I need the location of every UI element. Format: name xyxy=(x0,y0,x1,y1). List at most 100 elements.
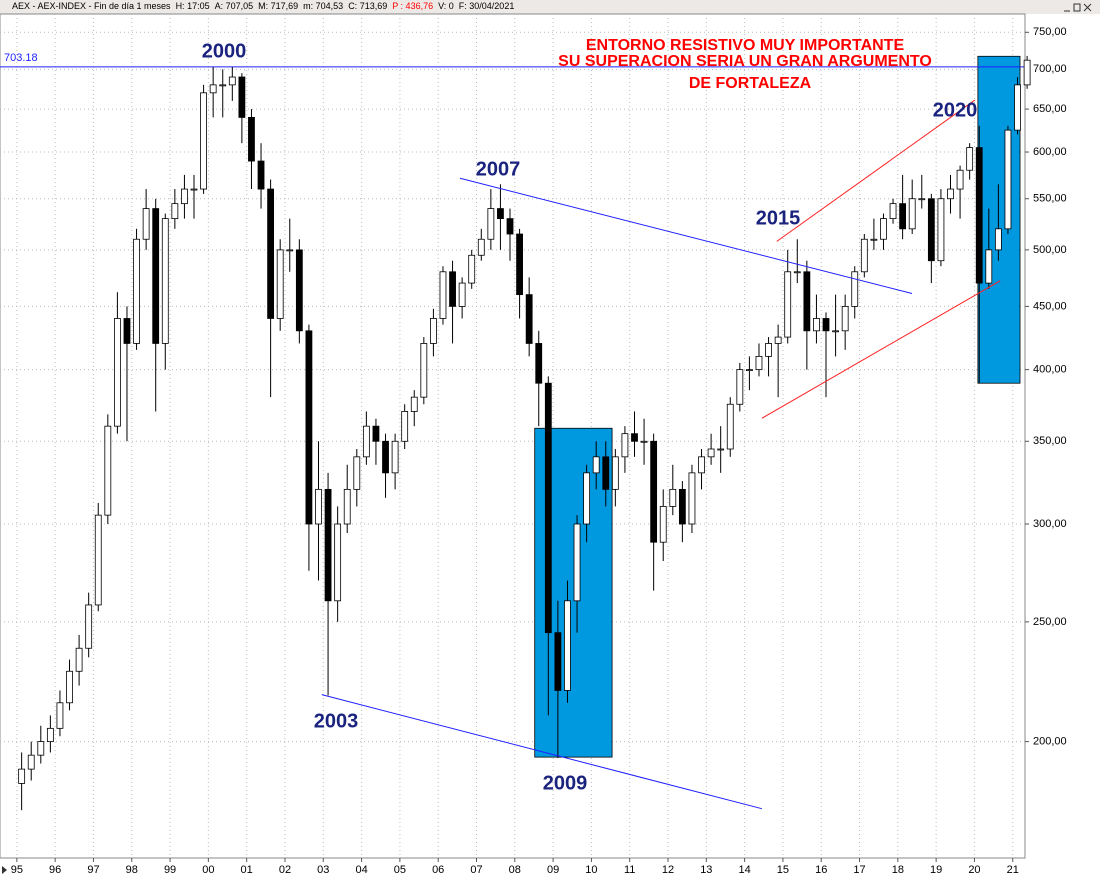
candle-body xyxy=(851,271,859,307)
candle-body xyxy=(717,448,725,451)
x-tick-label: 10 xyxy=(585,864,597,876)
candle-body xyxy=(401,411,409,442)
candle-body xyxy=(267,188,275,319)
candle-body xyxy=(458,282,466,307)
x-tick-label: 96 xyxy=(49,864,61,876)
year-label: 2000 xyxy=(202,40,247,62)
x-tick-label: 00 xyxy=(202,864,214,876)
candle-body xyxy=(947,188,954,200)
title-bar xyxy=(0,0,1100,14)
annotation: ENTORNO RESISTIVO MUY IMPORTANTE xyxy=(586,37,905,54)
candle-body xyxy=(228,76,236,86)
candle-body xyxy=(104,425,112,516)
candle-body xyxy=(238,76,246,118)
candle-body xyxy=(784,271,792,338)
y-tick-label: 700,00 xyxy=(1033,63,1067,75)
candle-body xyxy=(755,355,763,371)
candle-body xyxy=(372,425,380,442)
candle-body xyxy=(554,632,562,691)
candle-body xyxy=(793,271,801,274)
candle-body xyxy=(726,403,734,450)
header-item: AEX - AEX-INDEX - Fin de día 1 meses xyxy=(12,1,171,11)
x-tick-label: 02 xyxy=(279,864,291,876)
candle-body xyxy=(889,203,897,220)
trend-line xyxy=(459,177,913,294)
candle-body xyxy=(640,440,648,443)
candle-body xyxy=(295,249,303,332)
candle-body xyxy=(85,604,93,649)
candle-body xyxy=(209,84,217,94)
candle-body xyxy=(956,169,964,190)
candle-body xyxy=(114,318,121,427)
candle-body xyxy=(774,336,782,344)
x-tick-label: 14 xyxy=(738,864,750,876)
x-tick-label: 15 xyxy=(777,864,789,876)
candle-body xyxy=(142,208,150,240)
candle-body xyxy=(841,306,849,332)
candle-body xyxy=(362,425,370,458)
candle-body xyxy=(18,768,26,784)
y-tick-label: 350,00 xyxy=(1033,435,1067,447)
candle-body xyxy=(678,488,686,525)
candle-body xyxy=(611,456,619,490)
candle-body xyxy=(994,228,1002,251)
candle-body xyxy=(516,233,523,296)
candle-body xyxy=(430,318,437,344)
candle-body xyxy=(75,647,83,672)
candle-body xyxy=(908,198,916,230)
candle-body xyxy=(975,147,983,284)
candle-body xyxy=(1023,59,1031,86)
x-tick-label: 13 xyxy=(700,864,712,876)
x-tick-label: 95 xyxy=(11,864,23,876)
header-item: H: 17:05 xyxy=(176,1,210,11)
candle-body xyxy=(621,433,629,458)
candle-body xyxy=(1014,84,1021,131)
y-tick-label: 250,00 xyxy=(1033,616,1067,628)
x-tick-label: 20 xyxy=(968,864,980,876)
y-tick-label: 750,00 xyxy=(1033,26,1067,38)
x-tick-label: 98 xyxy=(126,864,138,876)
candle-body xyxy=(592,456,600,474)
candle-body xyxy=(506,218,514,235)
candle-body xyxy=(659,506,667,543)
year-label: 2007 xyxy=(476,158,521,180)
candle-body xyxy=(573,523,581,602)
candle-body xyxy=(822,318,830,332)
candle-body xyxy=(860,238,868,273)
candle-body xyxy=(832,330,839,333)
scroll-icon[interactable] xyxy=(2,866,7,874)
x-tick-label: 18 xyxy=(892,864,904,876)
candle-body xyxy=(343,488,351,525)
candle-body xyxy=(880,218,887,240)
annotation: SU SUPERACION SERIA UN GRAN ARGUMENTO xyxy=(558,53,932,70)
y-tick-label: 550,00 xyxy=(1033,193,1067,205)
candle-body xyxy=(698,456,705,474)
x-tick-label: 19 xyxy=(930,864,942,876)
candle-body xyxy=(324,488,332,602)
y-tick-label: 500,00 xyxy=(1033,244,1067,256)
candle-body xyxy=(746,369,753,372)
year-label: 2020 xyxy=(933,99,978,121)
candle-body xyxy=(257,160,265,190)
x-tick-label: 17 xyxy=(853,864,865,876)
candle-body xyxy=(564,600,571,691)
candle-body xyxy=(966,147,974,171)
candle-body xyxy=(200,92,207,190)
candle-body xyxy=(56,702,64,729)
candle-body xyxy=(123,318,131,344)
header-item: P : 436,76 xyxy=(392,1,433,11)
candle-body xyxy=(899,203,907,230)
header: AEX - AEX-INDEX - Fin de día 1 meses H: 1… xyxy=(12,1,514,11)
trend-line xyxy=(761,280,1001,419)
candle-body xyxy=(535,343,543,384)
candle-body xyxy=(497,208,504,220)
x-tick-label: 97 xyxy=(87,864,99,876)
candle-body xyxy=(382,440,389,474)
window-buttons[interactable] xyxy=(1064,3,1092,12)
candle-body xyxy=(248,117,255,162)
candle-body xyxy=(707,448,715,458)
x-tick-label: 01 xyxy=(241,864,253,876)
candle-body xyxy=(927,198,935,262)
candle-body xyxy=(803,271,811,332)
annotation: DE FORTALEZA xyxy=(689,75,812,92)
